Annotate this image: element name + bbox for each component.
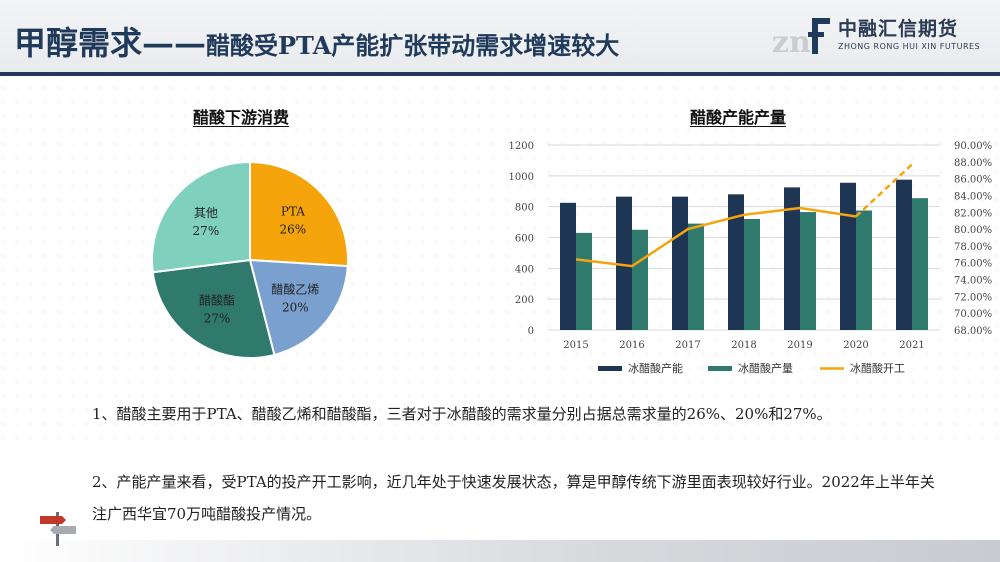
pie-slice-label: PTA bbox=[281, 205, 305, 219]
y-tick-right: 86.00% bbox=[954, 175, 992, 186]
bar-output bbox=[856, 210, 872, 330]
x-tick: 2021 bbox=[899, 340, 924, 351]
bar-capacity bbox=[560, 202, 576, 330]
legend-label: 冰醋酸产能 bbox=[628, 361, 683, 375]
pie-slice bbox=[151, 160, 251, 274]
bar-capacity bbox=[616, 196, 632, 330]
y-tick-left: 200 bbox=[515, 295, 534, 306]
y-tick-right: 82.00% bbox=[954, 208, 992, 219]
y-tick-left: 600 bbox=[515, 234, 534, 245]
bar-capacity bbox=[728, 194, 744, 330]
bar-output bbox=[632, 229, 648, 330]
pie-slice-value: 26% bbox=[280, 223, 307, 237]
bar-chart-title: 醋酸产能产量 bbox=[690, 108, 787, 127]
x-tick: 2018 bbox=[731, 340, 756, 351]
signpost-icon bbox=[40, 512, 76, 546]
brand-logo-icon: zn bbox=[772, 18, 830, 58]
legend-swatch bbox=[598, 366, 622, 371]
svg-text:zn: zn bbox=[772, 25, 811, 58]
title-main: 甲醇需求—— bbox=[14, 24, 207, 62]
x-tick: 2019 bbox=[787, 340, 812, 351]
legend-label: 冰醋酸开工 bbox=[850, 361, 905, 375]
pie-slice-label: 其他 bbox=[194, 206, 218, 220]
bar-output bbox=[912, 198, 928, 330]
y-tick-right: 88.00% bbox=[954, 158, 992, 169]
pie-slice bbox=[249, 160, 349, 268]
bar-capacity bbox=[896, 179, 912, 330]
page-title: 甲醇需求——醋酸受PTA产能扩张带动需求增速较大 bbox=[14, 18, 619, 64]
pie-slice-value: 27% bbox=[204, 312, 231, 326]
bar-output bbox=[576, 232, 592, 330]
y-tick-left: 0 bbox=[528, 326, 534, 337]
bar-output bbox=[800, 212, 816, 330]
y-tick-right: 84.00% bbox=[954, 191, 992, 202]
bar-output bbox=[744, 219, 760, 330]
y-tick-right: 80.00% bbox=[954, 225, 992, 236]
legend-label: 冰醋酸产量 bbox=[738, 361, 793, 375]
header-divider bbox=[0, 72, 1000, 76]
pie-slice-value: 20% bbox=[282, 300, 309, 314]
bar-capacity bbox=[784, 187, 800, 330]
y-tick-left: 1000 bbox=[509, 172, 534, 183]
x-tick: 2020 bbox=[843, 340, 868, 351]
brand-name-cn: 中融汇信期货 bbox=[838, 18, 959, 40]
paragraph-1: 1、醋酸主要用于PTA、醋酸乙烯和醋酸酯，三者对于冰醋酸的需求量分别占据总需求量… bbox=[92, 405, 832, 423]
pie-slice-label: 醋酸乙烯 bbox=[271, 281, 319, 296]
pie-chart-title: 醋酸下游消费 bbox=[193, 108, 290, 127]
y-tick-right: 72.00% bbox=[954, 292, 992, 303]
header: 甲醇需求——醋酸受PTA产能扩张带动需求增速较大 zn 中融汇信期货 ZHONG… bbox=[0, 0, 1000, 72]
pie-slice bbox=[151, 258, 276, 359]
y-tick-right: 70.00% bbox=[954, 309, 992, 320]
y-tick-right: 74.00% bbox=[954, 276, 992, 287]
y-tick-left: 400 bbox=[515, 264, 534, 275]
bar-output bbox=[688, 223, 704, 330]
x-tick: 2016 bbox=[619, 340, 644, 351]
line-utilization-forecast bbox=[855, 163, 913, 218]
pie-slice bbox=[248, 258, 349, 357]
pie-slice-label: 醋酸酯 bbox=[199, 293, 235, 308]
title-sub: 醋酸受PTA产能扩张带动需求增速较大 bbox=[206, 31, 620, 60]
y-tick-right: 78.00% bbox=[954, 242, 992, 253]
y-tick-right: 90.00% bbox=[954, 141, 992, 152]
line-utilization bbox=[575, 206, 857, 268]
y-tick-right: 68.00% bbox=[954, 326, 992, 337]
x-tick: 2015 bbox=[563, 340, 588, 351]
paragraph-2: 2、产能产量来看，受PTA的投产开工影响，近几年处于快速发展状态，算是甲醇传统下… bbox=[92, 473, 935, 523]
x-tick: 2017 bbox=[675, 340, 700, 351]
y-tick-right: 76.00% bbox=[954, 259, 992, 270]
bar-capacity bbox=[840, 182, 856, 330]
y-tick-left: 800 bbox=[515, 203, 534, 214]
bar-capacity bbox=[672, 196, 688, 330]
y-tick-left: 1200 bbox=[509, 141, 534, 152]
pie-chart: PTA 26% 醋酸乙烯 20% 醋酸酯 27% 其他 27% bbox=[151, 160, 349, 359]
bar-chart: 0 200 400 600 800 1000 1200 68.00% 70.00% 72.00% 7… bbox=[509, 141, 993, 375]
pie-slice-value: 27% bbox=[193, 224, 220, 238]
legend-swatch bbox=[708, 366, 732, 371]
footer-bar bbox=[0, 540, 1000, 562]
brand-name-en: ZHONG RONG HUI XIN FUTURES bbox=[838, 42, 981, 51]
